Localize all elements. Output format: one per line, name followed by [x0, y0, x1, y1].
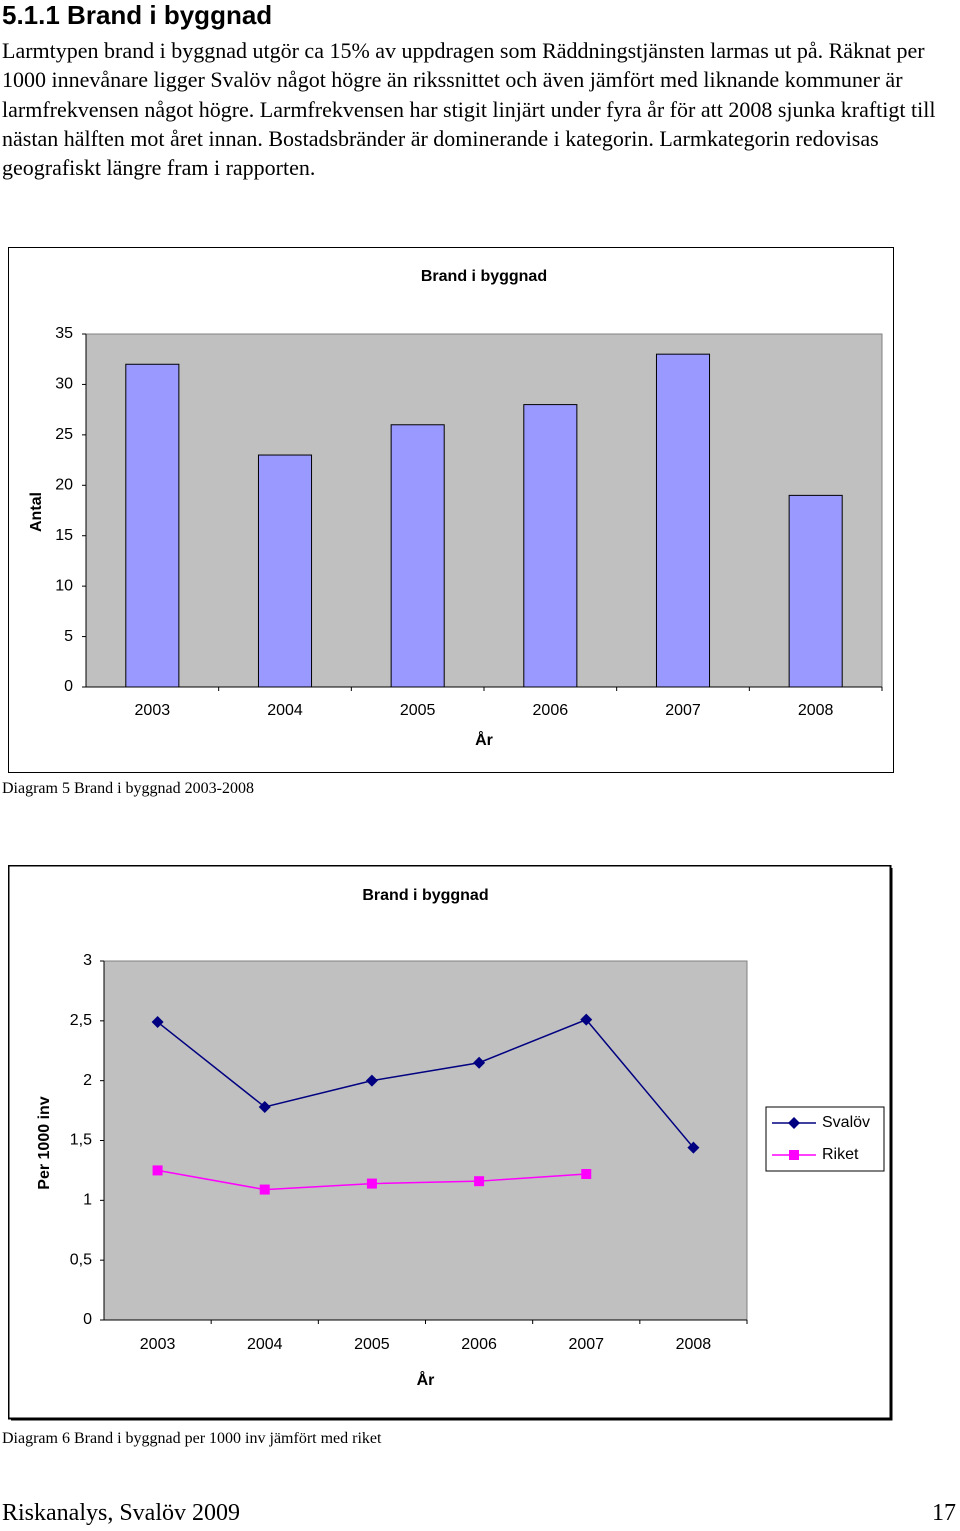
marker [259, 1184, 270, 1195]
y-tick-label: 1,5 [70, 1132, 92, 1149]
y-tick-label: 2,5 [70, 1012, 92, 1029]
series-line [157, 1018, 694, 1149]
bar [257, 454, 313, 688]
x-tick-label: 2005 [400, 702, 436, 719]
x-tick-label: 2007 [665, 702, 701, 719]
bar [390, 424, 445, 688]
caption: Diagram 6 Brand i byggnad per 1000 inv j… [2, 1430, 382, 1447]
x-tick-label: 2003 [140, 1336, 176, 1353]
chart-title: Brand i byggnad [362, 887, 488, 904]
legend-box [765, 1106, 885, 1172]
y-tick-label: 10 [55, 577, 73, 594]
marker [581, 1169, 592, 1180]
marker [789, 1150, 799, 1160]
chart: Brand i byggnad Antal År 0 5 10 15 20 25 30 35 2003… [8, 247, 894, 773]
y-tick-label: 35 [55, 325, 73, 342]
bar [523, 404, 578, 688]
y-axis-label: Per 1000 inv [36, 1096, 53, 1190]
y-tick-label: 1 [83, 1192, 92, 1209]
marker [687, 1141, 700, 1154]
chart-shadow [11, 868, 893, 1421]
heading: 5.1.1 Brand i byggnad [2, 0, 273, 30]
y-tick-label: 30 [55, 376, 73, 393]
marker [258, 1100, 271, 1113]
caption: Diagram 5 Brand i byggnad 2003-2008 [2, 780, 254, 797]
legend-label: Svalöv [822, 1114, 870, 1131]
x-tick-label: 2004 [247, 1336, 283, 1353]
bar [788, 494, 843, 688]
plot-area [103, 960, 748, 1321]
bar [125, 363, 180, 688]
marker [365, 1074, 378, 1087]
marker [152, 1165, 163, 1176]
footer-left: Riskanalys, Svalöv 2009 [2, 1500, 240, 1526]
x-tick-label: 2006 [533, 702, 569, 719]
y-tick-label: 5 [64, 628, 73, 645]
y-tick-label: 2 [83, 1072, 92, 1089]
plot-area [85, 333, 883, 688]
x-tick-label: 2007 [568, 1336, 604, 1353]
y-tick-label: 3 [83, 952, 92, 969]
bar [655, 353, 711, 688]
legend-label: Riket [822, 1146, 859, 1163]
chart-title: Brand i byggnad [421, 268, 547, 285]
x-tick-label: 2008 [798, 702, 834, 719]
marker [366, 1178, 377, 1189]
marker [474, 1176, 485, 1187]
x-axis-label: År [475, 730, 493, 749]
paragraph: Larmtypen brand i byggnad utgör ca 15% a… [2, 38, 936, 181]
marker [151, 1016, 164, 1029]
chart: Brand i byggnad Per 1000 inv År 0 0,5 1 1,5 2 2,… [8, 865, 893, 1421]
page-number: 17 [932, 1500, 956, 1526]
x-tick-label: 2006 [461, 1336, 497, 1353]
y-tick-label: 20 [55, 477, 73, 494]
x-tick-label: 2005 [354, 1336, 390, 1353]
y-tick-label: 0,5 [70, 1251, 92, 1268]
marker [473, 1056, 486, 1069]
y-tick-label: 0 [64, 678, 73, 695]
y-tick-label: 15 [55, 527, 73, 544]
x-axis-label: År [417, 1370, 435, 1389]
y-tick-label: 0 [83, 1311, 92, 1328]
y-axis-label: Antal [28, 492, 45, 532]
y-tick-label: 25 [55, 426, 73, 443]
x-tick-label: 2004 [267, 702, 303, 719]
x-tick-label: 2008 [676, 1336, 712, 1353]
marker [788, 1117, 800, 1129]
x-tick-label: 2003 [135, 702, 171, 719]
